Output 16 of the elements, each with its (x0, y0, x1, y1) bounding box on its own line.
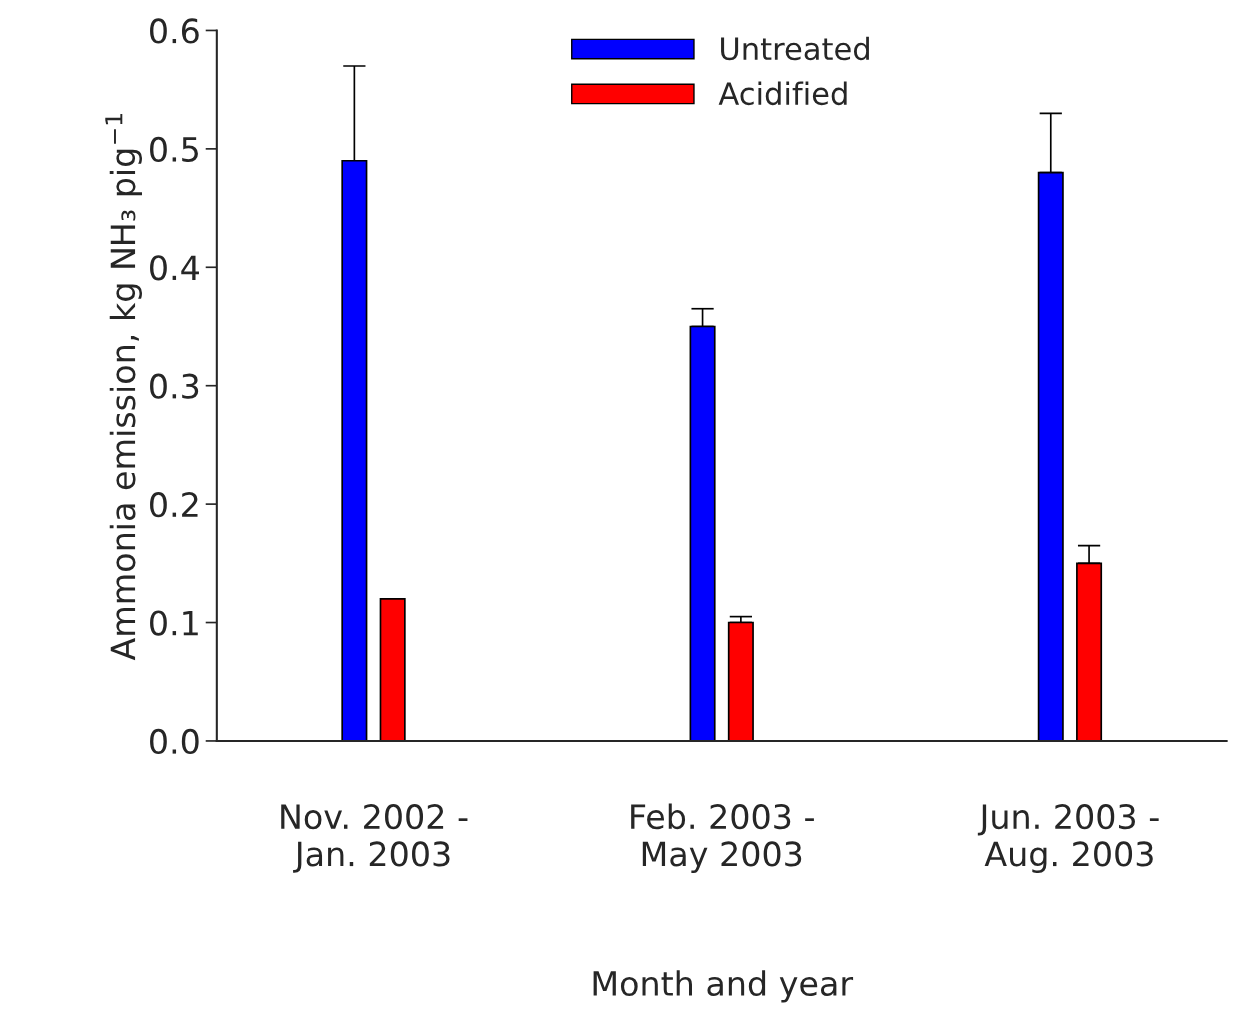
y-tick-label: 0.1 (150, 610, 198, 636)
y-tick-label: 0.4 (150, 255, 199, 281)
bar (379, 598, 406, 741)
x-tick-label: Feb. 2003 - May 2003 (631, 803, 814, 874)
legend-label: Acidified (718, 81, 847, 106)
y-tick-label: 0.6 (150, 18, 199, 44)
y-tick-label: 0.0 (150, 728, 199, 755)
y-tick-label: 0.2 (150, 492, 198, 518)
x-tick-label: Jun. 2003 - Aug. 2003 (977, 804, 1159, 874)
x-tick-label: Nov. 2002 - Jan. 2003 (281, 804, 468, 873)
x-axis-title: Month and year (593, 970, 854, 1003)
y-axis-title: Ammonia emission, kg NH₃ pig$^{−1}$ (105, 114, 142, 661)
bar (727, 621, 754, 741)
legend-label: Untreated (721, 36, 869, 61)
y-tick-label: 0.5 (150, 136, 198, 162)
y-tick-label: 0.3 (150, 373, 199, 399)
